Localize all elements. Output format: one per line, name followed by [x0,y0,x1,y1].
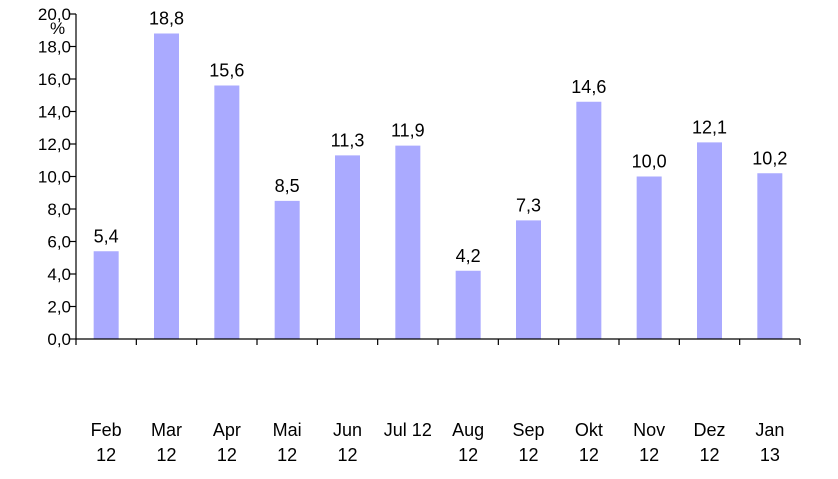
bar-value-label: 12,1 [692,117,727,137]
x-category-label: Okt [575,420,603,440]
x-axis: Feb 12 Mar 12 Apr 12 Mai 12 Jun 12 Jul 12 Aug 12 Sep 1… [75,338,801,465]
x-category-label: Nov [633,420,665,440]
x-category-label-line2: 12 [639,445,659,465]
y-tick-label: 14,0 [38,103,71,122]
y-tick-label: 12,0 [38,135,71,154]
x-category-label-line2: 12 [217,445,237,465]
x-category-label-line2: 13 [760,445,780,465]
bar [335,155,360,339]
y-tick-label: 0,0 [47,330,71,349]
x-category-label: Jun [333,420,362,440]
x-category-label-line2: 12 [458,445,478,465]
bar [93,251,119,339]
bar-value-label: 14,6 [571,77,606,97]
y-axis: 0,0 2,0 4,0 6,0 8,0 10,0 12,0 14,0 16,0 18,0 20,0 [38,5,77,349]
x-category-label-line2: 12 [337,445,357,465]
bar-value-label: 15,6 [209,61,244,81]
bar [576,101,602,339]
bar-value-label: 5,4 [94,226,119,246]
x-category-label-line2: 12 [518,445,538,465]
bar-value-label: 4,2 [456,246,481,266]
y-tick-label: 8,0 [47,200,71,219]
x-category-label-line2: 12 [96,445,116,465]
bar-value-label: 8,5 [275,176,300,196]
bar [516,220,541,339]
x-category-label: Jul 12 [384,420,432,440]
y-tick-label: 16,0 [38,70,71,89]
y-tick-label: 4,0 [47,265,71,284]
bar [636,176,662,339]
x-category-label-line2: 12 [579,445,599,465]
y-tick-label: 18,0 [38,38,71,57]
bar [154,33,179,339]
bar [214,85,240,339]
y-tick-label: 20,0 [38,5,71,24]
bar-value-label: 11,3 [331,130,365,150]
x-category-label: Mar [151,420,182,440]
bars: 5,4 18,8 15,6 8,5 11,3 11,9 4,2 7,3 14,6 10,0 12,1… [93,9,787,339]
y-unit-label: % [50,19,65,38]
x-category-label: Jan [755,420,784,440]
x-category-label-line2: 12 [277,445,297,465]
bar-value-label: 7,3 [516,195,541,215]
x-category-label: Apr [213,420,241,440]
y-tick-label: 10,0 [38,168,71,187]
x-category-label: Sep [512,420,544,440]
x-category-label-line2: 12 [156,445,176,465]
bar [395,145,421,339]
x-category-label: Dez [693,420,725,440]
y-tick-label: 2,0 [47,298,71,317]
bar [455,270,481,339]
bar [757,173,783,339]
bar-value-label: 11,9 [391,121,425,141]
bar-value-label: 18,8 [149,9,184,29]
y-tick-label: 6,0 [47,233,71,252]
bar [697,142,722,339]
x-category-label: Mai [273,420,302,440]
bar-value-label: 10,2 [752,148,787,168]
bar-value-label: 10,0 [632,152,667,172]
bar [274,200,300,339]
x-category-label: Aug [452,420,484,440]
x-category-label-line2: 12 [699,445,719,465]
x-category-label: Feb [91,420,122,440]
